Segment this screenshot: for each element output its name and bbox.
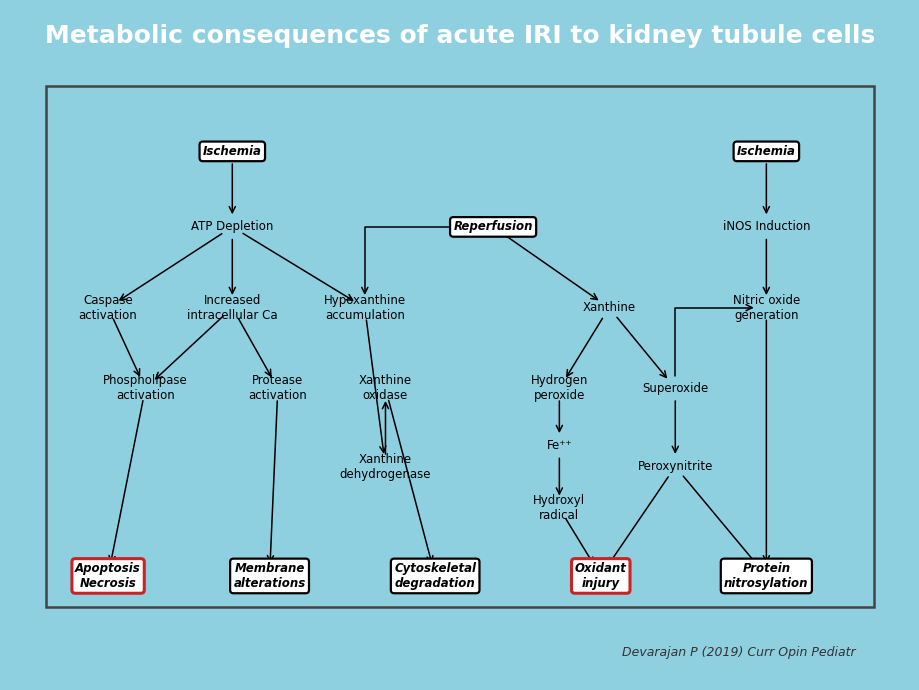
Text: Xanthine
dehydrogenase: Xanthine dehydrogenase: [339, 453, 431, 480]
Text: Membrane
alterations: Membrane alterations: [233, 562, 305, 590]
Text: Protein
nitrosylation: Protein nitrosylation: [723, 562, 808, 590]
Text: Ischemia: Ischemia: [203, 145, 261, 158]
Text: Ischemia: Ischemia: [736, 145, 795, 158]
Text: Increased
intracellular Ca: Increased intracellular Ca: [187, 294, 278, 322]
Text: Xanthine: Xanthine: [582, 301, 635, 314]
Text: Nitric oxide
generation: Nitric oxide generation: [732, 294, 800, 322]
Text: ATP Depletion: ATP Depletion: [191, 220, 273, 233]
Text: Hypoxanthine
accumulation: Hypoxanthine accumulation: [323, 294, 405, 322]
Text: Hydrogen
peroxide: Hydrogen peroxide: [530, 375, 587, 402]
Text: iNOS Induction: iNOS Induction: [721, 220, 810, 233]
Text: Reperfusion: Reperfusion: [453, 220, 532, 233]
Text: Fe⁺⁺: Fe⁺⁺: [546, 440, 572, 452]
Text: Xanthine
oxidase: Xanthine oxidase: [358, 375, 412, 402]
Text: Devarajan P (2019) Curr Opin Pediatr: Devarajan P (2019) Curr Opin Pediatr: [621, 646, 855, 658]
Text: Superoxide: Superoxide: [641, 382, 708, 395]
Text: Protease
activation: Protease activation: [248, 375, 307, 402]
Text: Cytoskeletal
degradation: Cytoskeletal degradation: [393, 562, 476, 590]
Text: Peroxynitrite: Peroxynitrite: [637, 460, 712, 473]
Text: Phospholipase
activation: Phospholipase activation: [103, 375, 187, 402]
Text: Metabolic consequences of acute IRI to kidney tubule cells: Metabolic consequences of acute IRI to k…: [45, 24, 874, 48]
Text: Apoptosis
Necrosis: Apoptosis Necrosis: [75, 562, 141, 590]
Text: Caspase
activation: Caspase activation: [79, 294, 137, 322]
Text: Hydroxyl
radical: Hydroxyl radical: [533, 494, 584, 522]
Text: Oxidant
injury: Oxidant injury: [574, 562, 626, 590]
